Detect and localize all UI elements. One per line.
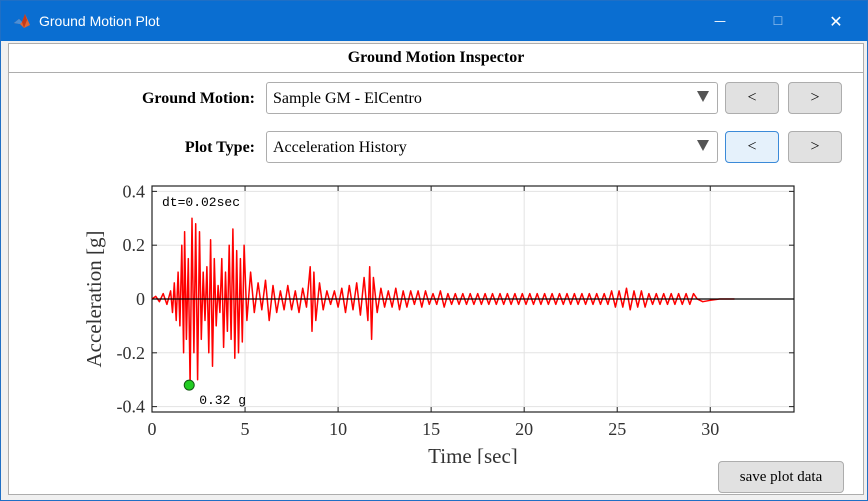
y-tick-label: 0 bbox=[136, 289, 145, 309]
x-tick-label: 30 bbox=[701, 419, 719, 439]
dropdown-arrow-icon bbox=[697, 91, 709, 102]
acceleration-chart: 0 5 10 15 20 25 30 -0.4 -0.2 0 0.2 0.4 Time [sec] A… bbox=[82, 181, 795, 464]
inspector-panel: Ground Motion Inspector Ground Motion: S… bbox=[8, 43, 864, 495]
minimize-icon: — bbox=[714, 14, 726, 28]
plot-type-label: Plot Type: bbox=[184, 139, 255, 156]
x-tick-label: 20 bbox=[515, 419, 533, 439]
x-tick-label: 0 bbox=[148, 419, 157, 439]
close-button[interactable]: ✕ bbox=[813, 1, 859, 41]
ground-motion-dropdown[interactable]: Sample GM - ElCentro bbox=[266, 82, 718, 114]
x-tick-label: 10 bbox=[329, 419, 347, 439]
close-icon: ✕ bbox=[829, 11, 843, 31]
peak-annotation: 0.32 g bbox=[199, 393, 246, 408]
y-axis-label: Acceleration [g] bbox=[82, 230, 106, 367]
matlab-logo-icon bbox=[14, 14, 30, 28]
minimize-button[interactable]: — bbox=[697, 1, 743, 41]
x-axis-label: Time [sec] bbox=[428, 444, 518, 464]
maximize-button[interactable]: ☐ bbox=[755, 1, 801, 41]
plot-type-dropdown[interactable]: Acceleration History bbox=[266, 131, 718, 163]
plot-type-next-button[interactable]: > bbox=[788, 131, 842, 163]
panel-title: Ground Motion Inspector bbox=[9, 44, 863, 73]
window-title: Ground Motion Plot bbox=[39, 13, 160, 29]
plot-type-value: Acceleration History bbox=[273, 139, 407, 156]
ground-motion-label: Ground Motion: bbox=[141, 90, 255, 107]
ground-motion-next-button[interactable]: > bbox=[788, 82, 842, 114]
maximize-icon: ☐ bbox=[772, 14, 784, 28]
dt-annotation: dt=0.02sec bbox=[162, 195, 240, 210]
plot-type-prev-button[interactable]: < bbox=[725, 131, 779, 163]
series-layer bbox=[151, 217, 794, 391]
y-tick-label: 0.2 bbox=[123, 235, 146, 255]
y-tick-label: -0.2 bbox=[117, 343, 146, 363]
x-tick-label: 25 bbox=[608, 419, 626, 439]
y-tick-label: -0.4 bbox=[117, 397, 146, 417]
ground-motion-prev-button[interactable]: < bbox=[725, 82, 779, 114]
save-plot-data-button[interactable]: save plot data bbox=[718, 461, 844, 493]
chart-ticks: 0 5 10 15 20 25 30 -0.4 -0.2 0 0.2 0.4 bbox=[117, 181, 794, 439]
x-tick-label: 15 bbox=[422, 419, 440, 439]
dropdown-arrow-icon bbox=[697, 140, 709, 151]
y-tick-label: 0.4 bbox=[123, 181, 146, 201]
x-tick-label: 5 bbox=[241, 419, 250, 439]
peak-marker bbox=[183, 379, 195, 391]
title-bar: Ground Motion Plot — ☐ ✕ bbox=[1, 1, 867, 41]
ground-motion-value: Sample GM - ElCentro bbox=[273, 90, 422, 107]
